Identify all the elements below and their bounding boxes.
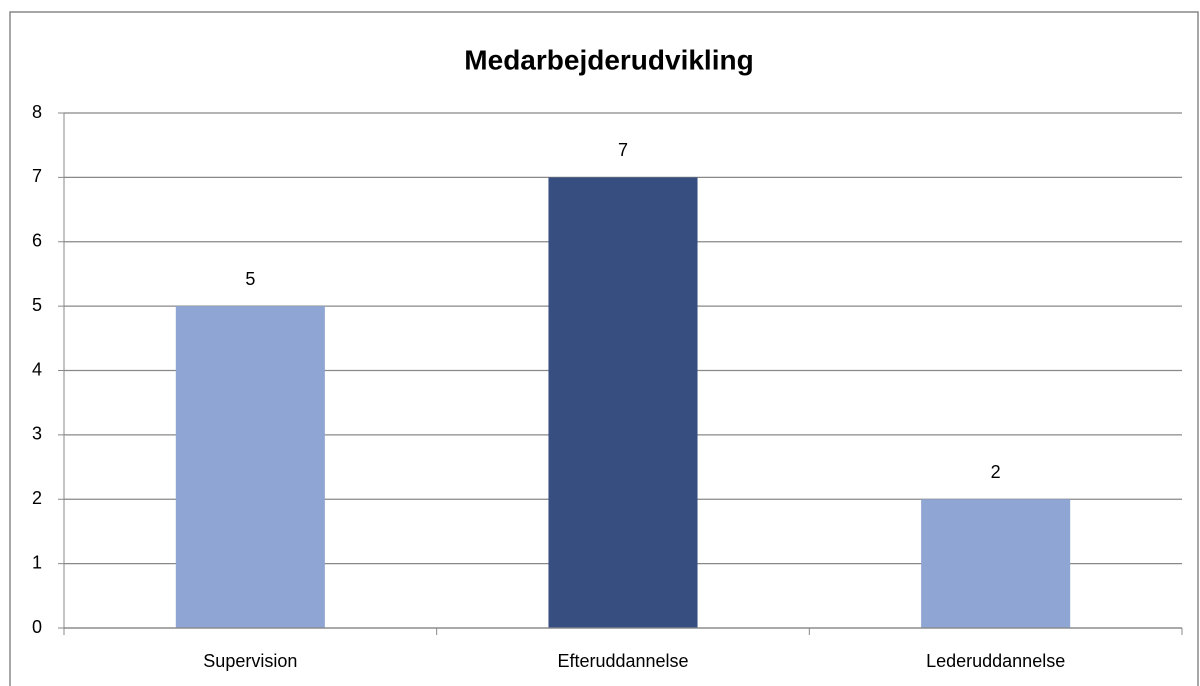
bar (921, 499, 1071, 628)
x-tick-label: Supervision (203, 651, 297, 671)
data-label: 5 (245, 269, 255, 289)
y-tick-label: 5 (32, 295, 42, 315)
y-tick-label: 8 (32, 102, 42, 122)
x-tick-label: Efteruddannelse (557, 651, 688, 671)
bar (548, 177, 698, 628)
chart-title: Medarbejderudvikling (464, 44, 753, 75)
data-label: 2 (991, 462, 1001, 482)
x-tick-label: Lederuddannelse (926, 651, 1065, 671)
y-tick-label: 7 (32, 166, 42, 186)
y-tick-label: 2 (32, 488, 42, 508)
y-tick-label: 1 (32, 552, 42, 572)
y-tick-label: 3 (32, 424, 42, 444)
y-tick-label: 6 (32, 231, 42, 251)
bar (175, 306, 325, 628)
y-tick-label: 0 (32, 617, 42, 637)
y-tick-label: 4 (32, 359, 42, 379)
data-label: 7 (618, 140, 628, 160)
